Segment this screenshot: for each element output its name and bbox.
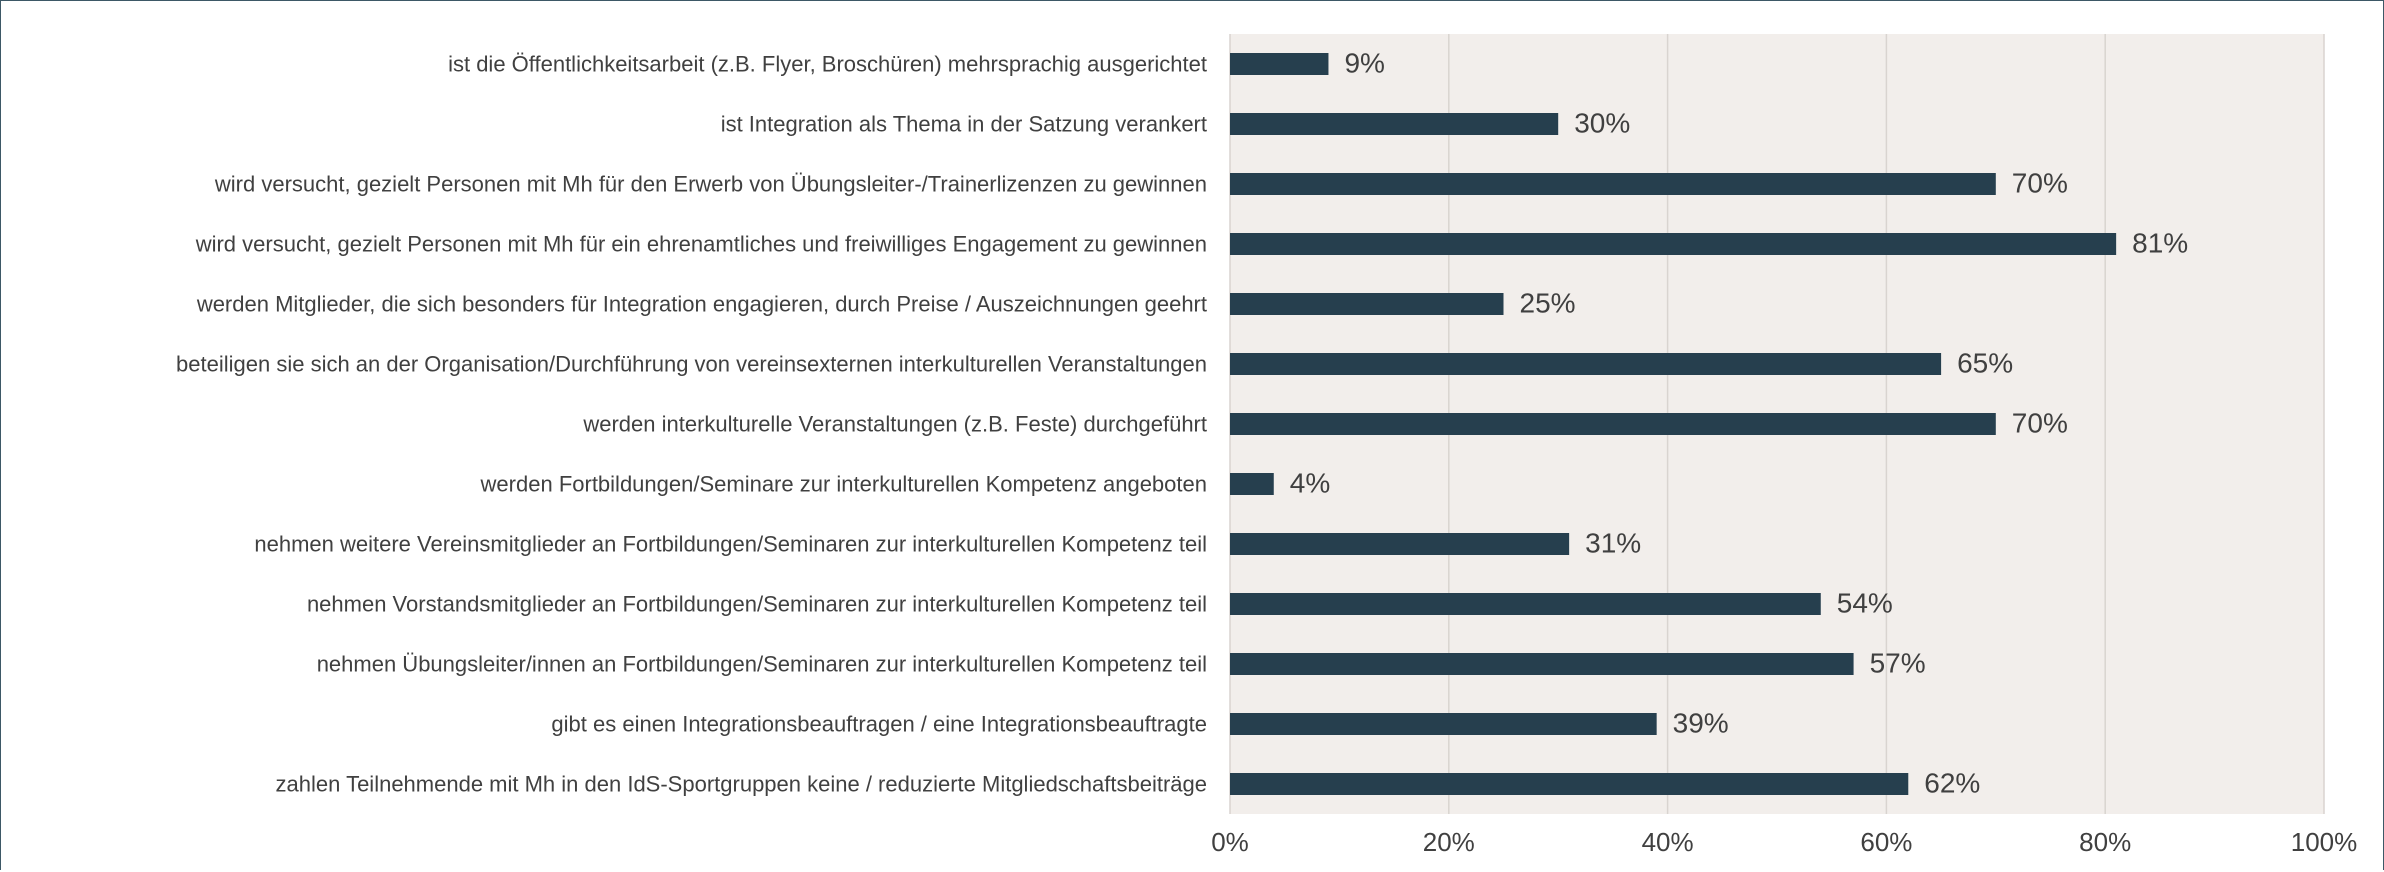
y-tick-label: nehmen weitere Vereinsmitglieder an Fort… (254, 531, 1207, 557)
bar (1230, 413, 1996, 435)
value-label: 57% (1870, 647, 1926, 678)
x-tick-label: 60% (1860, 827, 1912, 857)
value-label: 70% (2012, 167, 2068, 198)
y-tick-label: ist die Öffentlichkeitsarbeit (z.B. Flye… (448, 51, 1207, 77)
y-tick-label: werden Fortbildungen/Seminare zur interk… (480, 471, 1207, 497)
y-tick-label: zahlen Teilnehmende mit Mh in den IdS-Sp… (275, 771, 1207, 797)
x-tick-label: 20% (1423, 827, 1475, 857)
x-tick-label: 0% (1211, 827, 1249, 857)
y-tick-label: nehmen Vorstandsmitglieder an Fortbildun… (306, 591, 1207, 617)
value-label: 31% (1585, 527, 1641, 558)
bar (1230, 773, 1909, 795)
bar (1230, 113, 1559, 135)
bar (1230, 293, 1504, 315)
bar (1230, 653, 1854, 675)
value-label: 81% (2132, 227, 2188, 258)
y-tick-label: wird versucht, gezielt Personen mit Mh f… (214, 171, 1207, 197)
bar (1230, 353, 1942, 375)
y-tick-label: werden Mitglieder, die sich besonders fü… (196, 291, 1207, 317)
bar (1230, 593, 1821, 615)
x-tick-label: 100% (2291, 827, 2358, 857)
y-tick-label: werden interkulturelle Veranstaltungen (… (583, 411, 1207, 437)
value-label: 4% (1290, 467, 1330, 498)
value-label: 25% (1520, 287, 1576, 318)
y-tick-label: gibt es einen Integrationsbeauftragen / … (551, 711, 1207, 737)
value-label: 62% (1924, 767, 1980, 798)
y-tick-label: nehmen Übungsleiter/innen an Fortbildung… (316, 651, 1207, 677)
value-label: 54% (1837, 587, 1893, 618)
y-tick-label: beteiligen sie sich an der Organisation/… (176, 351, 1207, 377)
value-label: 30% (1574, 107, 1630, 138)
bar (1230, 533, 1570, 555)
bar (1230, 473, 1274, 495)
value-label: 39% (1673, 707, 1729, 738)
x-tick-label: 40% (1642, 827, 1694, 857)
bar (1230, 233, 2117, 255)
value-label: 9% (1344, 47, 1384, 78)
value-label: 70% (2012, 407, 2068, 438)
bar (1230, 173, 1996, 195)
bar (1230, 713, 1657, 735)
bar (1230, 53, 1329, 75)
x-tick-label: 80% (2079, 827, 2131, 857)
value-label: 65% (1957, 347, 2013, 378)
y-tick-label: wird versucht, gezielt Personen mit Mh f… (195, 231, 1207, 257)
y-tick-label: ist Integration als Thema in der Satzung… (720, 111, 1207, 137)
